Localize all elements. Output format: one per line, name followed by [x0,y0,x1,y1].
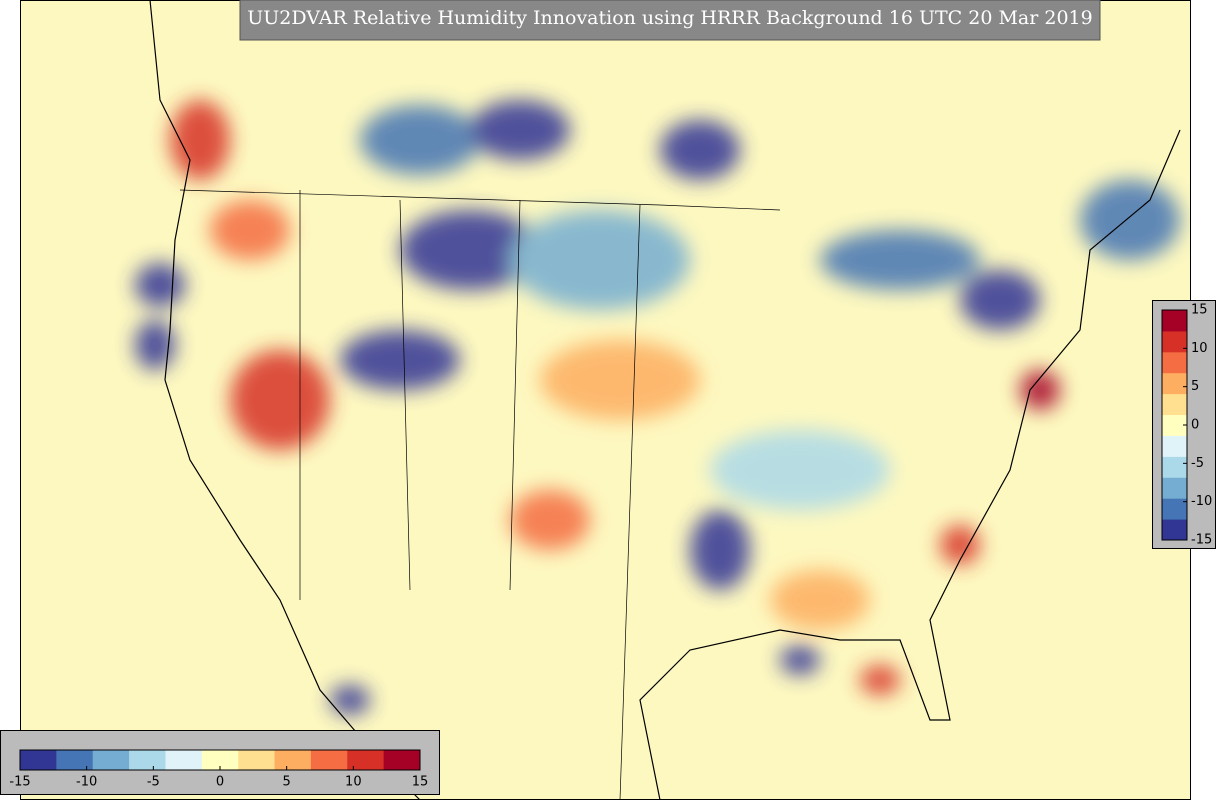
tick-label: 5 [1191,379,1199,394]
colorbar-segment [347,750,385,770]
colorbar-segment [165,750,203,770]
colorbar-segment [238,750,276,770]
tick-label: -15 [1191,533,1212,548]
colorbar-segment [274,750,312,770]
tick-label: -15 [9,775,30,790]
tick-label: 0 [216,775,224,790]
tick-label: -10 [1191,494,1212,509]
tick-label: 5 [283,775,291,790]
colorbar-segment [1162,519,1187,541]
colorbar-segment [1162,330,1187,353]
tick-label: 0 [1191,418,1199,433]
colorbar-segment [1162,477,1187,499]
coastline [149,0,1181,800]
tick-label: 10 [1191,341,1208,356]
colorbar-segment [20,750,57,770]
colorbar-segment [1162,372,1187,395]
colorbar-segment [1162,414,1187,436]
tick-label: 10 [345,775,362,790]
colorbar-segment [1162,498,1187,520]
colorbar-segment [1162,456,1187,478]
tick-label: -5 [147,775,160,790]
colorbar-segment [1162,310,1187,332]
title-box [239,0,1101,41]
tick-label: 15 [412,775,429,790]
borders [179,189,781,800]
tick-label: -10 [76,775,97,790]
colorbar-segment [56,750,94,770]
colorbar-segment [310,750,348,770]
colorbar-segment [1162,435,1187,457]
title: UU2DVAR Relative Humidity Innovation usi… [247,7,1092,29]
colorbar-segment [383,750,421,770]
colorbar-segment [1162,351,1187,374]
colorbar-segment [129,750,166,770]
map-field [20,0,1190,800]
colorbar-segment [1162,393,1187,416]
colorbar-segment [201,750,239,770]
tick-label: -5 [1191,456,1204,471]
tick-label: 15 [1191,303,1208,318]
colorbar-segment [92,750,130,770]
